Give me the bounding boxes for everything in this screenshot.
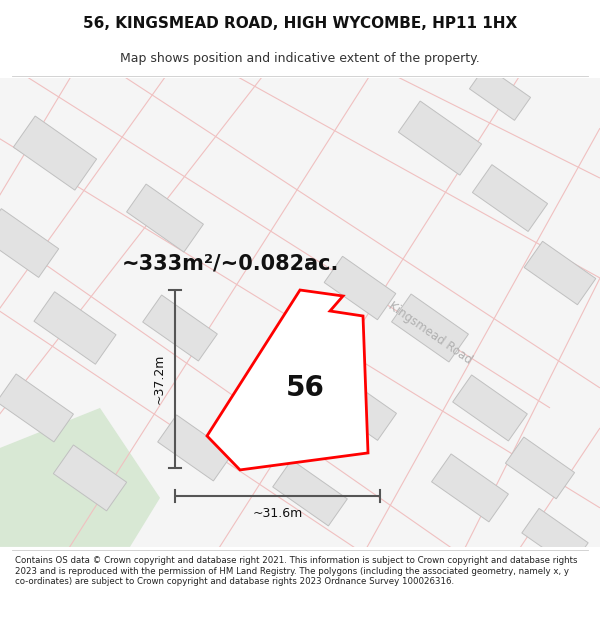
Polygon shape [392,294,469,362]
Text: 56, KINGSMEAD ROAD, HIGH WYCOMBE, HP11 1HX: 56, KINGSMEAD ROAD, HIGH WYCOMBE, HP11 1… [83,16,517,31]
Polygon shape [324,256,396,320]
Text: ~37.2m: ~37.2m [152,354,166,404]
Polygon shape [143,295,217,361]
Text: 56: 56 [286,374,325,402]
Polygon shape [431,454,508,522]
Polygon shape [505,437,575,499]
Polygon shape [272,460,347,526]
Polygon shape [13,116,97,190]
Text: Map shows position and indicative extent of the property.: Map shows position and indicative extent… [120,52,480,65]
Polygon shape [207,290,368,470]
Polygon shape [158,415,232,481]
Polygon shape [469,66,530,121]
Polygon shape [522,508,588,568]
Polygon shape [0,209,59,278]
Polygon shape [524,241,596,305]
Polygon shape [0,374,73,442]
Text: ~333m²/~0.082ac.: ~333m²/~0.082ac. [121,253,338,273]
Polygon shape [323,376,397,441]
Text: Contains OS data © Crown copyright and database right 2021. This information is : Contains OS data © Crown copyright and d… [15,556,577,586]
Polygon shape [398,101,482,175]
Polygon shape [452,375,527,441]
Polygon shape [53,445,127,511]
Polygon shape [127,184,203,252]
Text: ~31.6m: ~31.6m [253,508,302,521]
Polygon shape [34,292,116,364]
Polygon shape [0,408,160,547]
Polygon shape [472,164,548,231]
Text: Kingsmead Road: Kingsmead Road [386,299,474,367]
